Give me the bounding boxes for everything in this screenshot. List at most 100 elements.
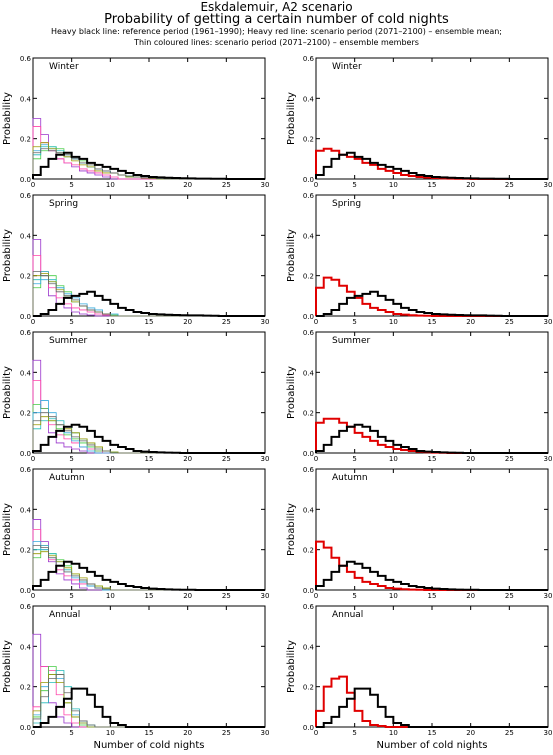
x-tick-label: 5 xyxy=(352,318,356,326)
x-tick-label: 25 xyxy=(505,455,514,463)
x-tick-label: 25 xyxy=(505,318,514,326)
x-tick-label: 5 xyxy=(69,592,73,600)
y-tick-label: 0.0 xyxy=(20,724,31,732)
ensemble-member-line xyxy=(32,551,265,591)
ensemble-member-line xyxy=(32,666,265,728)
x-tick-label: 15 xyxy=(428,455,437,463)
y-axis-label: Probability xyxy=(286,503,297,556)
panel-annual-left: 0 5 10 15 20 25 30 0.0 0.2 0.4 0.6 Annual Probabilit… xyxy=(2,603,269,737)
x-tick-label: 25 xyxy=(222,455,231,463)
ensemble-member-line xyxy=(32,674,265,728)
y-tick-label: 0.0 xyxy=(303,587,314,595)
reference-line xyxy=(315,423,548,454)
y-tick-label: 0.2 xyxy=(20,136,31,144)
y-tick-label: 0.0 xyxy=(303,450,314,458)
reference-line xyxy=(316,290,548,317)
y-tick-label: 0.6 xyxy=(20,192,32,200)
y-axis-label: Probability xyxy=(2,640,13,693)
reference-line xyxy=(316,687,548,728)
x-tick-label: 30 xyxy=(544,318,553,326)
panel-label: Annual xyxy=(49,610,80,620)
panel-label: Autumn xyxy=(332,473,368,483)
y-tick-label: 0.4 xyxy=(20,643,32,651)
x-axis-label: Number of cold nights xyxy=(93,740,204,751)
panel-spring-left: 0 5 10 15 20 25 30 0.0 0.2 0.4 0.6 Spring Probabilit… xyxy=(2,192,269,326)
y-tick-label: 0.0 xyxy=(20,450,31,458)
x-tick-label: 0 xyxy=(31,729,35,737)
ensemble-member-line xyxy=(32,674,265,728)
y-tick-label: 0.4 xyxy=(303,506,315,514)
y-tick-label: 0.6 xyxy=(20,329,32,337)
x-tick-label: 15 xyxy=(145,181,154,189)
panel-label: Spring xyxy=(332,199,361,209)
y-tick-label: 0.2 xyxy=(303,684,314,692)
x-tick-label: 20 xyxy=(466,592,475,600)
x-tick-label: 25 xyxy=(222,318,231,326)
x-tick-label: 0 xyxy=(314,729,318,737)
x-tick-label: 20 xyxy=(466,455,475,463)
plot-frame xyxy=(315,331,549,454)
reference-line xyxy=(32,423,265,454)
x-tick-label: 30 xyxy=(261,729,270,737)
y-axis-label: Probability xyxy=(286,92,297,145)
y-tick-label: 0.0 xyxy=(20,313,31,321)
y-tick-label: 0.6 xyxy=(20,466,32,474)
x-tick-label: 25 xyxy=(505,729,514,737)
x-tick-label: 15 xyxy=(145,592,154,600)
x-tick-label: 0 xyxy=(314,181,318,189)
y-tick-label: 0.2 xyxy=(303,136,314,144)
y-tick-label: 0.6 xyxy=(303,466,315,474)
y-tick-label: 0.4 xyxy=(303,643,315,651)
ensemble-member-line xyxy=(32,519,265,591)
plot-frame xyxy=(32,605,266,728)
y-tick-label: 0.2 xyxy=(20,547,31,555)
y-axis-label: Probability xyxy=(2,503,13,556)
panel-summer-left: 0 5 10 15 20 25 30 0.0 0.2 0.4 0.6 Summer Probabilit… xyxy=(2,329,269,463)
x-tick-label: 20 xyxy=(183,592,192,600)
panel-label: Annual xyxy=(332,610,363,620)
x-tick-label: 20 xyxy=(183,455,192,463)
x-tick-label: 20 xyxy=(183,729,192,737)
x-tick-label: 5 xyxy=(352,729,356,737)
y-axis-label: Probability xyxy=(2,366,13,419)
figure-title: Eskdalemuir, A2 scenario xyxy=(200,0,353,14)
scenario-mean-line xyxy=(315,417,548,454)
ensemble-member-line xyxy=(32,666,265,728)
x-tick-label: 0 xyxy=(314,592,318,600)
panel-label: Spring xyxy=(49,199,78,209)
ensemble-member-line xyxy=(32,380,265,454)
x-tick-label: 20 xyxy=(466,181,475,189)
x-tick-label: 15 xyxy=(428,318,437,326)
x-tick-label: 25 xyxy=(505,592,514,600)
y-tick-label: 0.2 xyxy=(20,684,31,692)
x-tick-label: 25 xyxy=(222,592,231,600)
y-tick-label: 0.2 xyxy=(20,273,31,281)
y-tick-label: 0.6 xyxy=(20,55,32,63)
x-tick-label: 0 xyxy=(31,592,35,600)
panel-autumn-right: 0 5 10 15 20 25 30 0.0 0.2 0.4 0.6 Autumn Probabilit… xyxy=(286,466,552,600)
ensemble-member-line xyxy=(32,142,265,180)
panel-label: Winter xyxy=(49,62,79,72)
plot-frame xyxy=(315,605,549,728)
panel-label: Summer xyxy=(49,336,87,346)
x-tick-label: 10 xyxy=(389,592,398,600)
ensemble-member-line xyxy=(32,144,265,180)
scenario-mean-line xyxy=(315,540,548,591)
x-tick-label: 15 xyxy=(428,592,437,600)
x-tick-label: 5 xyxy=(69,181,73,189)
reference-line xyxy=(32,151,265,180)
x-tick-label: 30 xyxy=(544,455,553,463)
x-tick-label: 10 xyxy=(106,592,115,600)
y-tick-label: 0.0 xyxy=(303,724,314,732)
y-tick-label: 0.4 xyxy=(20,232,32,240)
ensemble-member-line xyxy=(32,674,265,728)
x-tick-label: 5 xyxy=(352,592,356,600)
panel-label: Winter xyxy=(332,62,362,72)
legend-text-line-1: Heavy black line: reference period (1961… xyxy=(51,27,502,36)
x-axis-label: Number of cold nights xyxy=(376,740,487,751)
ensemble-member-line xyxy=(32,418,265,454)
x-tick-label: 0 xyxy=(314,455,318,463)
y-tick-label: 0.0 xyxy=(20,176,31,184)
x-tick-label: 25 xyxy=(222,181,231,189)
x-tick-label: 30 xyxy=(261,318,270,326)
